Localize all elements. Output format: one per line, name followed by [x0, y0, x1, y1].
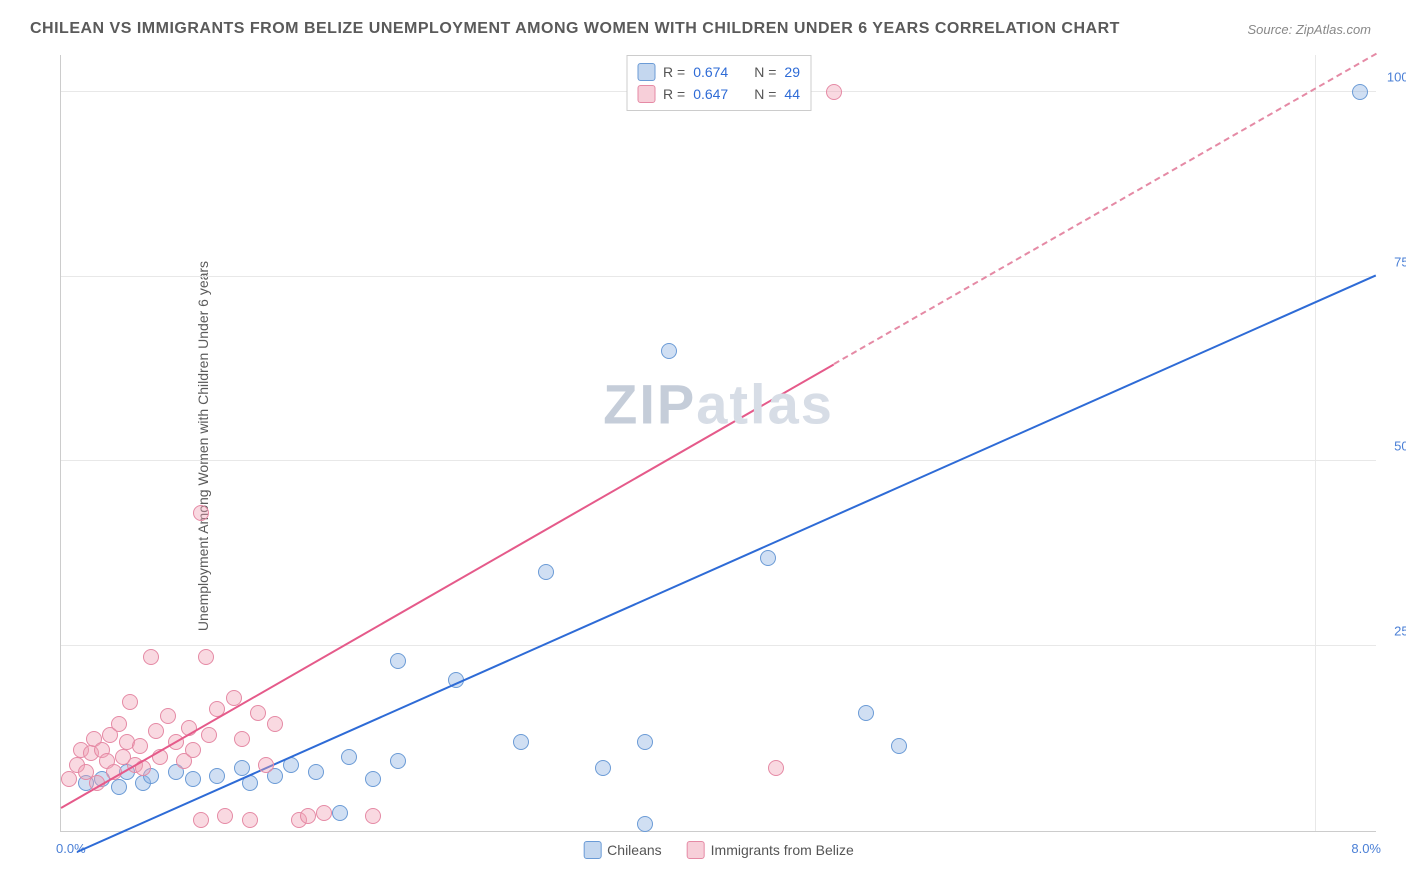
series-legend: Chileans Immigrants from Belize	[583, 841, 854, 859]
data-point	[513, 734, 529, 750]
data-point	[316, 805, 332, 821]
watermark: ZIPatlas	[603, 372, 834, 437]
swatch-blue-icon	[583, 841, 601, 859]
data-point	[595, 760, 611, 776]
y-tick-label: 100.0%	[1387, 69, 1406, 84]
data-point	[365, 771, 381, 787]
r-value-belize: 0.647	[693, 86, 728, 102]
data-point	[390, 753, 406, 769]
y-tick-label: 75.0%	[1394, 254, 1406, 269]
regression-line	[61, 364, 835, 809]
r-value-chileans: 0.674	[693, 64, 728, 80]
data-point	[148, 723, 164, 739]
data-point	[258, 757, 274, 773]
data-point	[234, 731, 250, 747]
data-point	[201, 727, 217, 743]
x-tick-max: 8.0%	[1351, 841, 1381, 856]
data-point	[234, 760, 250, 776]
stats-row-chileans: R = 0.674 N = 29	[637, 61, 800, 83]
correlation-legend: R = 0.674 N = 29 R = 0.647 N = 44	[626, 55, 811, 111]
legend-item-belize: Immigrants from Belize	[687, 841, 854, 859]
y-tick-label: 25.0%	[1394, 624, 1406, 639]
data-point	[365, 808, 381, 824]
n-label: N =	[754, 86, 776, 102]
data-point	[661, 343, 677, 359]
n-label: N =	[754, 64, 776, 80]
n-value-belize: 44	[784, 86, 800, 102]
legend-item-chileans: Chileans	[583, 841, 661, 859]
r-label: R =	[663, 86, 685, 102]
data-point	[160, 708, 176, 724]
data-point	[242, 812, 258, 828]
data-point	[891, 738, 907, 754]
data-point	[143, 649, 159, 665]
plot-area: ZIPatlas R = 0.674 N = 29 R = 0.647 N = …	[60, 55, 1376, 832]
y-tick-label: 50.0%	[1394, 439, 1406, 454]
data-point	[1352, 84, 1368, 100]
data-point	[390, 653, 406, 669]
data-point	[858, 705, 874, 721]
data-point	[538, 564, 554, 580]
swatch-blue-icon	[637, 63, 655, 81]
chart-title: CHILEAN VS IMMIGRANTS FROM BELIZE UNEMPL…	[30, 20, 1376, 38]
data-point	[193, 812, 209, 828]
data-point	[111, 716, 127, 732]
data-point	[332, 805, 348, 821]
data-point	[760, 550, 776, 566]
data-point	[637, 734, 653, 750]
data-point	[122, 694, 138, 710]
data-point	[217, 808, 233, 824]
data-point	[637, 816, 653, 832]
data-point	[250, 705, 266, 721]
data-point	[768, 760, 784, 776]
source-attribution: Source: ZipAtlas.com	[1247, 22, 1371, 37]
data-point	[185, 742, 201, 758]
gridline	[61, 645, 1376, 646]
stats-row-belize: R = 0.647 N = 44	[637, 83, 800, 105]
legend-label-belize: Immigrants from Belize	[711, 842, 854, 858]
data-point	[185, 771, 201, 787]
data-point	[300, 808, 316, 824]
data-point	[198, 649, 214, 665]
data-point	[209, 768, 225, 784]
n-value-chileans: 29	[784, 64, 800, 80]
data-point	[308, 764, 324, 780]
swatch-pink-icon	[637, 85, 655, 103]
data-point	[826, 84, 842, 100]
swatch-pink-icon	[687, 841, 705, 859]
right-axis-line	[1315, 55, 1316, 831]
regression-extrapolation	[833, 53, 1376, 365]
gridline	[61, 460, 1376, 461]
data-point	[193, 505, 209, 521]
data-point	[341, 749, 357, 765]
legend-label-chileans: Chileans	[607, 842, 661, 858]
data-point	[61, 771, 77, 787]
chart-container: CHILEAN VS IMMIGRANTS FROM BELIZE UNEMPL…	[0, 0, 1406, 892]
watermark-zip: ZIP	[603, 373, 696, 436]
gridline	[61, 276, 1376, 277]
data-point	[111, 779, 127, 795]
data-point	[267, 716, 283, 732]
data-point	[132, 738, 148, 754]
r-label: R =	[663, 64, 685, 80]
